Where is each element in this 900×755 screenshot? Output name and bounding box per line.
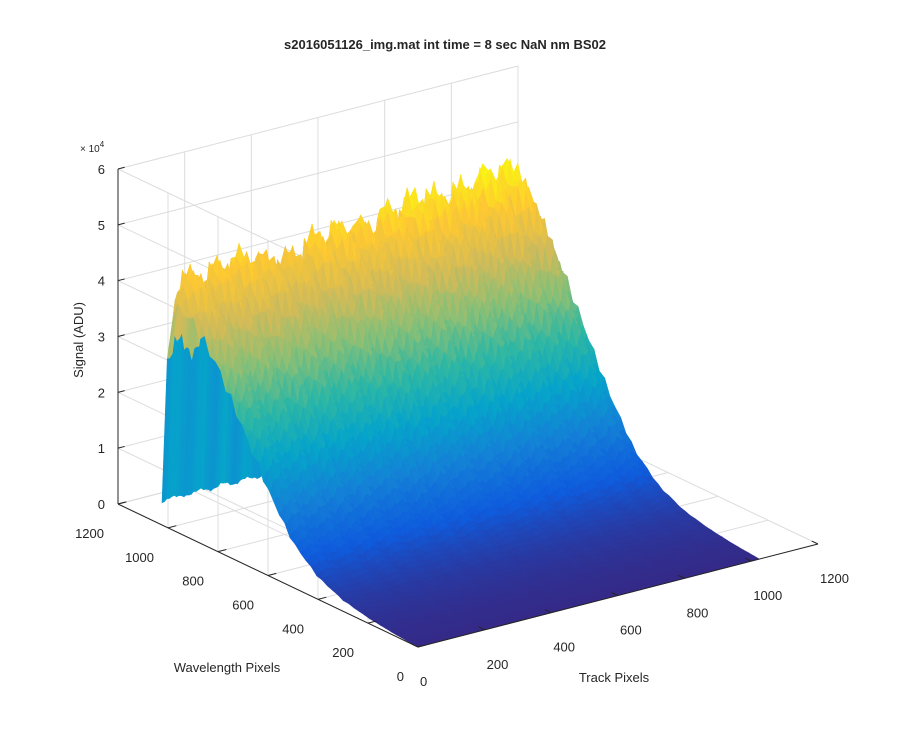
surface-plot: 0200400600800100012000200400600800100012… [0,0,900,750]
